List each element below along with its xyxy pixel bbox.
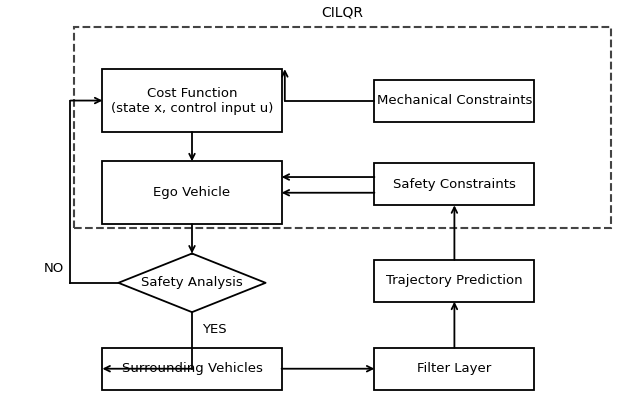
Text: CILQR: CILQR: [321, 6, 364, 20]
FancyBboxPatch shape: [102, 69, 282, 132]
FancyBboxPatch shape: [374, 348, 534, 390]
Text: Mechanical Constraints: Mechanical Constraints: [377, 94, 532, 107]
Text: Filter Layer: Filter Layer: [417, 362, 492, 375]
FancyBboxPatch shape: [374, 260, 534, 302]
Text: NO: NO: [44, 261, 64, 275]
Text: Trajectory Prediction: Trajectory Prediction: [386, 274, 523, 287]
FancyBboxPatch shape: [374, 80, 534, 122]
Text: Ego Vehicle: Ego Vehicle: [154, 186, 230, 199]
Text: YES: YES: [202, 323, 226, 336]
Text: Cost Function
(state x, control input u): Cost Function (state x, control input u): [111, 87, 273, 114]
FancyBboxPatch shape: [102, 161, 282, 224]
FancyBboxPatch shape: [374, 163, 534, 205]
Text: Safety Constraints: Safety Constraints: [393, 178, 516, 191]
Polygon shape: [118, 253, 266, 312]
Text: Safety Analysis: Safety Analysis: [141, 276, 243, 290]
Text: Surrounding Vehicles: Surrounding Vehicles: [122, 362, 262, 375]
FancyBboxPatch shape: [102, 348, 282, 390]
